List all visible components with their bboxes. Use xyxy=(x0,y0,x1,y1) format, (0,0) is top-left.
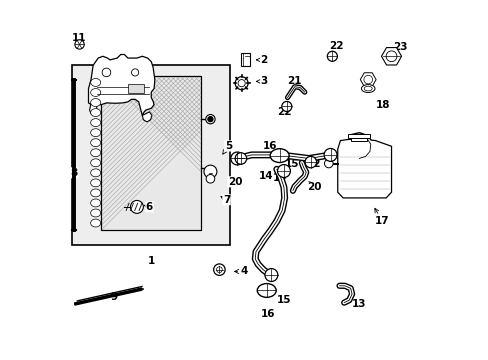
Text: 11: 11 xyxy=(71,33,86,43)
Ellipse shape xyxy=(90,209,101,217)
Circle shape xyxy=(75,40,84,49)
Text: 20: 20 xyxy=(227,177,242,187)
Circle shape xyxy=(305,156,316,168)
Text: 15: 15 xyxy=(276,295,290,305)
Ellipse shape xyxy=(90,169,101,177)
Ellipse shape xyxy=(90,78,101,86)
Ellipse shape xyxy=(90,139,101,147)
Text: 14: 14 xyxy=(258,171,273,181)
Circle shape xyxy=(235,153,246,164)
Text: 13: 13 xyxy=(351,299,366,309)
Text: 3: 3 xyxy=(256,76,267,86)
Text: 10: 10 xyxy=(135,64,149,74)
Circle shape xyxy=(203,165,217,178)
Text: 17: 17 xyxy=(374,208,389,226)
Polygon shape xyxy=(337,139,391,198)
Circle shape xyxy=(386,51,396,62)
Ellipse shape xyxy=(90,129,101,136)
Text: 15: 15 xyxy=(285,159,299,169)
Ellipse shape xyxy=(90,199,101,207)
Circle shape xyxy=(363,75,372,84)
Circle shape xyxy=(206,175,214,183)
Ellipse shape xyxy=(90,89,101,96)
Circle shape xyxy=(324,148,336,161)
Circle shape xyxy=(213,264,224,275)
Text: 4: 4 xyxy=(234,266,248,276)
Ellipse shape xyxy=(90,119,101,127)
Text: 19: 19 xyxy=(272,173,286,183)
Text: 22: 22 xyxy=(276,105,290,117)
Text: 22: 22 xyxy=(328,41,343,52)
Circle shape xyxy=(326,51,337,61)
Text: 16: 16 xyxy=(263,141,277,152)
Polygon shape xyxy=(360,73,375,86)
Circle shape xyxy=(264,269,277,282)
Ellipse shape xyxy=(270,149,288,162)
Circle shape xyxy=(238,80,244,87)
Circle shape xyxy=(235,77,247,90)
Text: 1: 1 xyxy=(147,256,155,266)
Circle shape xyxy=(131,69,139,76)
Circle shape xyxy=(277,165,290,177)
Polygon shape xyxy=(142,112,152,122)
Bar xyxy=(128,84,144,93)
Circle shape xyxy=(216,267,222,273)
Polygon shape xyxy=(88,54,155,116)
Text: 7: 7 xyxy=(221,195,230,205)
Text: 16: 16 xyxy=(261,310,275,319)
Text: 8: 8 xyxy=(70,168,78,178)
Text: 20: 20 xyxy=(306,181,321,192)
Ellipse shape xyxy=(90,99,101,107)
Text: 6: 6 xyxy=(144,202,153,212)
Text: 18: 18 xyxy=(375,100,389,110)
Circle shape xyxy=(130,201,143,213)
Text: 9: 9 xyxy=(110,292,117,302)
Ellipse shape xyxy=(361,85,374,93)
Ellipse shape xyxy=(257,284,276,297)
Circle shape xyxy=(207,117,212,122)
Bar xyxy=(101,76,201,230)
Polygon shape xyxy=(89,103,97,115)
Bar xyxy=(101,76,201,230)
Text: 21: 21 xyxy=(286,76,301,88)
Bar xyxy=(241,53,249,66)
Ellipse shape xyxy=(90,179,101,187)
Bar xyxy=(348,134,369,138)
Bar xyxy=(350,136,366,140)
Polygon shape xyxy=(381,48,401,65)
Text: 13: 13 xyxy=(364,141,378,151)
Ellipse shape xyxy=(90,149,101,157)
Ellipse shape xyxy=(90,189,101,197)
Text: 5: 5 xyxy=(223,141,231,154)
Ellipse shape xyxy=(90,159,101,167)
Text: 23: 23 xyxy=(392,42,407,53)
Circle shape xyxy=(324,159,332,168)
Ellipse shape xyxy=(90,219,101,227)
Bar xyxy=(72,65,230,244)
Circle shape xyxy=(205,114,215,124)
Ellipse shape xyxy=(364,86,371,91)
Circle shape xyxy=(230,152,244,165)
Text: 12: 12 xyxy=(306,159,321,169)
Circle shape xyxy=(281,102,291,112)
Circle shape xyxy=(102,68,110,77)
Text: 2: 2 xyxy=(256,55,267,65)
Ellipse shape xyxy=(90,109,101,117)
